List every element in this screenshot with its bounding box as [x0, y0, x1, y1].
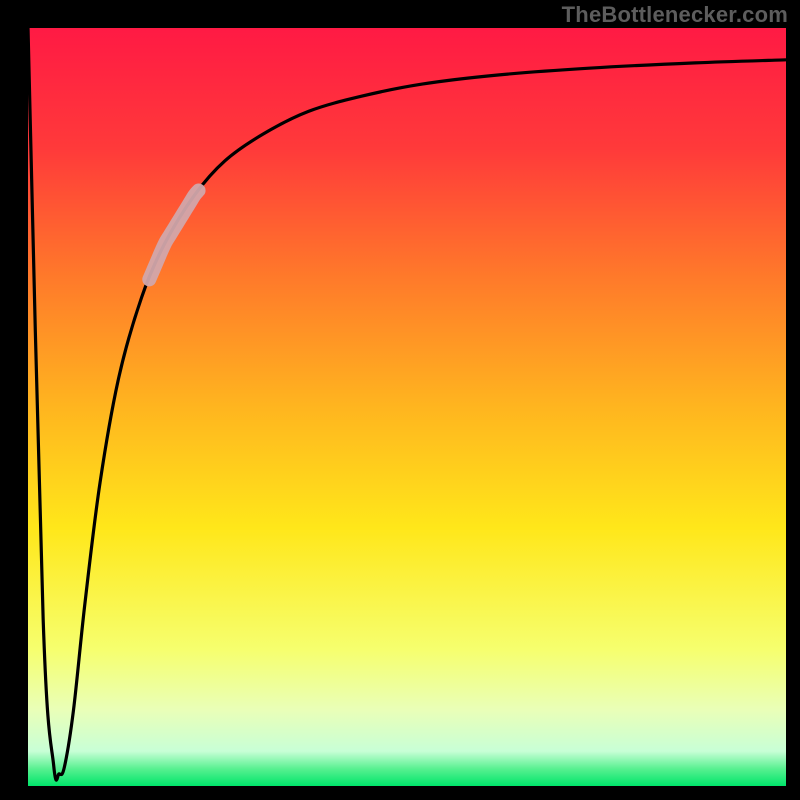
attribution-text: TheBottlenecker.com [562, 2, 788, 28]
plot-area [28, 28, 786, 786]
curve-layer [28, 28, 786, 786]
chart-container: TheBottlenecker.com [0, 0, 800, 800]
curve-highlight-segment [149, 191, 198, 280]
bottleneck-curve [28, 28, 786, 780]
